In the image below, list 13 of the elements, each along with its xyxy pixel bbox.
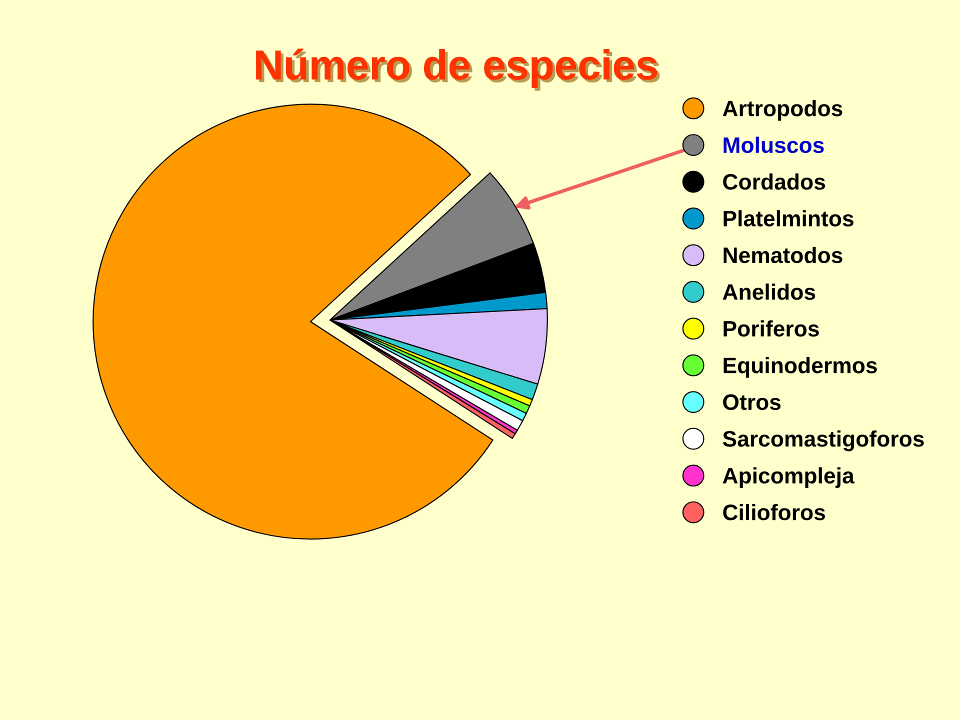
legend-label: Nematodos [724, 246, 842, 264]
legend-label: Sarcomastigoforos [722, 430, 924, 452]
legend-label: Apicompleja [722, 467, 854, 488]
legend-label: Anelidos [722, 284, 816, 300]
legend-label: Platelmintos [724, 210, 854, 226]
legend-label: Cordados [723, 173, 826, 190]
legend-label: Equinodermos [724, 357, 877, 378]
legend-label: Cilioforos [723, 504, 826, 520]
legend-label: Artropodos [722, 100, 842, 121]
legend-label: Poriferos [724, 320, 819, 337]
legend-label: Otros [723, 394, 781, 410]
legend-label: Moluscos [724, 136, 824, 154]
chart-title: Número de especies [256, 48, 660, 91]
